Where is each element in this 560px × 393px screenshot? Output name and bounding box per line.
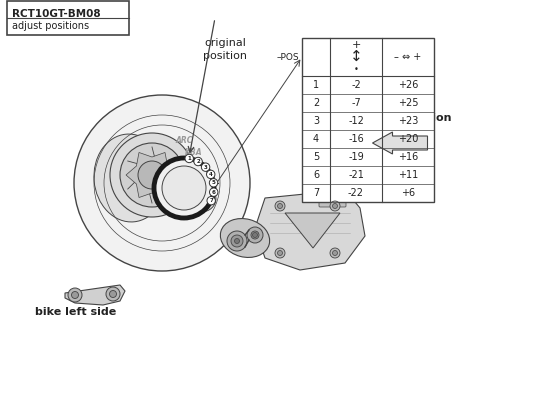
Text: 7: 7 bbox=[313, 188, 319, 198]
Ellipse shape bbox=[220, 219, 270, 257]
Text: original
position: original position bbox=[203, 38, 247, 61]
Circle shape bbox=[138, 161, 166, 189]
Text: 3: 3 bbox=[204, 165, 208, 170]
Polygon shape bbox=[372, 132, 427, 154]
Circle shape bbox=[275, 201, 285, 211]
Circle shape bbox=[209, 178, 218, 187]
Text: +6: +6 bbox=[401, 188, 415, 198]
Text: 5: 5 bbox=[212, 180, 216, 185]
Text: +23: +23 bbox=[398, 116, 418, 126]
Text: 6: 6 bbox=[313, 170, 319, 180]
Circle shape bbox=[120, 143, 184, 207]
Circle shape bbox=[74, 95, 250, 271]
Text: 2: 2 bbox=[196, 159, 200, 164]
Text: -2: -2 bbox=[351, 80, 361, 90]
Text: +25: +25 bbox=[398, 98, 418, 108]
Circle shape bbox=[207, 196, 216, 205]
Circle shape bbox=[154, 158, 214, 218]
Circle shape bbox=[253, 233, 258, 237]
Ellipse shape bbox=[184, 184, 216, 212]
Text: ARC: ARC bbox=[175, 136, 193, 145]
Text: –POS: –POS bbox=[277, 53, 299, 61]
Ellipse shape bbox=[94, 134, 166, 222]
Text: 6: 6 bbox=[212, 190, 216, 195]
Text: +20: +20 bbox=[398, 134, 418, 144]
Circle shape bbox=[330, 201, 340, 211]
Circle shape bbox=[235, 239, 240, 244]
Circle shape bbox=[185, 154, 193, 163]
Circle shape bbox=[333, 250, 338, 255]
Text: +16: +16 bbox=[398, 152, 418, 162]
Text: -19: -19 bbox=[348, 152, 364, 162]
Text: 4: 4 bbox=[209, 172, 213, 177]
Circle shape bbox=[110, 290, 116, 298]
Text: 4: 4 bbox=[313, 134, 319, 144]
Circle shape bbox=[278, 204, 282, 209]
Text: -16: -16 bbox=[348, 134, 364, 144]
Text: bike left side: bike left side bbox=[35, 307, 116, 317]
Circle shape bbox=[110, 133, 194, 217]
Text: -7: -7 bbox=[351, 98, 361, 108]
Circle shape bbox=[72, 292, 78, 299]
Circle shape bbox=[247, 227, 263, 243]
Polygon shape bbox=[126, 152, 178, 198]
Text: KBA: KBA bbox=[185, 148, 203, 157]
Bar bbox=[302, 38, 434, 202]
Circle shape bbox=[194, 157, 202, 166]
Circle shape bbox=[209, 188, 218, 196]
Text: -22: -22 bbox=[348, 188, 364, 198]
Text: 7: 7 bbox=[209, 198, 213, 203]
Circle shape bbox=[275, 248, 285, 258]
Text: 1: 1 bbox=[313, 80, 319, 90]
Text: 3: 3 bbox=[313, 116, 319, 126]
Text: •: • bbox=[353, 66, 358, 75]
Circle shape bbox=[162, 166, 206, 210]
Text: adjust positions: adjust positions bbox=[12, 21, 89, 31]
Bar bbox=[7, 1, 129, 35]
Text: 5: 5 bbox=[313, 152, 319, 162]
Text: +11: +11 bbox=[398, 170, 418, 180]
Polygon shape bbox=[65, 285, 125, 305]
Circle shape bbox=[231, 235, 243, 247]
Text: 2: 2 bbox=[313, 98, 319, 108]
Text: – ⇔ +: – ⇔ + bbox=[394, 52, 422, 62]
Text: -21: -21 bbox=[348, 170, 364, 180]
FancyBboxPatch shape bbox=[319, 199, 346, 207]
Text: ↕: ↕ bbox=[349, 48, 362, 64]
Text: 1: 1 bbox=[188, 156, 191, 161]
Polygon shape bbox=[285, 213, 340, 248]
Circle shape bbox=[333, 204, 338, 209]
Text: +26: +26 bbox=[398, 80, 418, 90]
Circle shape bbox=[207, 170, 215, 178]
Text: +: + bbox=[351, 40, 361, 50]
Text: RCT10GT-BM08: RCT10GT-BM08 bbox=[12, 9, 101, 19]
Circle shape bbox=[251, 231, 259, 239]
Circle shape bbox=[227, 231, 247, 251]
Circle shape bbox=[106, 287, 120, 301]
Polygon shape bbox=[255, 190, 365, 270]
Circle shape bbox=[68, 288, 82, 302]
Text: -12: -12 bbox=[348, 116, 364, 126]
Circle shape bbox=[330, 248, 340, 258]
Text: driving direction: driving direction bbox=[348, 113, 452, 123]
Circle shape bbox=[202, 163, 210, 171]
Circle shape bbox=[278, 250, 282, 255]
